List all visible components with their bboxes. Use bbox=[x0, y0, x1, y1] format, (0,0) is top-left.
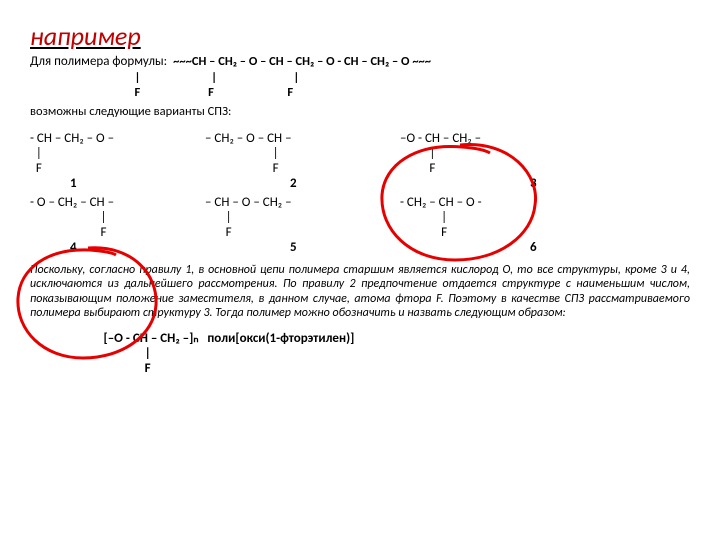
polymer-formula: ~~~CH – CH₂ – O – CH – CH₂ – O - CH – CH… bbox=[173, 54, 431, 69]
s6-bond: | bbox=[400, 210, 580, 225]
numbers-row-1: 1 2 3 bbox=[30, 176, 690, 191]
s2-f: F bbox=[205, 161, 400, 176]
structures-row-1-bond: | | | bbox=[30, 146, 690, 161]
page-title: например bbox=[30, 20, 690, 52]
s3-bond: | bbox=[400, 146, 580, 161]
s5-f: F bbox=[205, 225, 400, 240]
num-2: 2 bbox=[245, 176, 485, 191]
numbers-row-2: 4 5 6 bbox=[30, 240, 690, 255]
s3-f: F bbox=[400, 161, 580, 176]
structures-row-1-chain: - CH – CH₂ – O – – CH₂ – O – CH – –O - C… bbox=[30, 131, 690, 146]
s3-chain: –O - CH – CH₂ – bbox=[400, 131, 580, 146]
polymer-f-line: F F F bbox=[30, 85, 690, 100]
num-5: 5 bbox=[245, 240, 485, 255]
num-3: 3 bbox=[485, 176, 537, 191]
s4-chain: - O – CH₂ – CH – bbox=[30, 195, 205, 210]
s4-bond: | bbox=[30, 210, 205, 225]
s6-chain: - CH₂ – CH – O - bbox=[400, 195, 580, 210]
s1-chain: - CH – CH₂ – O – bbox=[30, 131, 205, 146]
s4-f: F bbox=[30, 225, 205, 240]
s5-chain: – CH – O – CH₂ – bbox=[205, 195, 400, 210]
s1-f: F bbox=[30, 161, 205, 176]
variants-intro: возможны следующие варианты СПЗ: bbox=[30, 104, 690, 119]
s6-f: F bbox=[400, 225, 580, 240]
num-1: 1 bbox=[30, 176, 245, 191]
final-bond: | bbox=[30, 346, 690, 361]
explanation-paragraph: Поскольку, согласно правилу 1, в основно… bbox=[30, 263, 690, 321]
intro-text: Для полимера формулы: bbox=[30, 54, 167, 69]
final-f-line: F bbox=[30, 361, 690, 376]
s5-bond: | bbox=[205, 210, 400, 225]
s2-chain: – CH₂ – O – CH – bbox=[205, 131, 400, 146]
s2-bond: | bbox=[205, 146, 400, 161]
num-4: 4 bbox=[30, 240, 245, 255]
num-6: 6 bbox=[485, 240, 537, 255]
structures-row-2-f: F F F bbox=[30, 225, 690, 240]
final-formula: [–O - CH – CH₂ –]ₙ поли[окси(1-фторэтиле… bbox=[30, 331, 690, 346]
structures-row-2-bond: | | | bbox=[30, 210, 690, 225]
s1-bond: | bbox=[30, 146, 205, 161]
structures-row-2-chain: - O – CH₂ – CH – – CH – O – CH₂ – - CH₂ … bbox=[30, 195, 690, 210]
structures-row-1-f: F F F bbox=[30, 161, 690, 176]
polymer-bond-line: | | | bbox=[30, 70, 690, 85]
